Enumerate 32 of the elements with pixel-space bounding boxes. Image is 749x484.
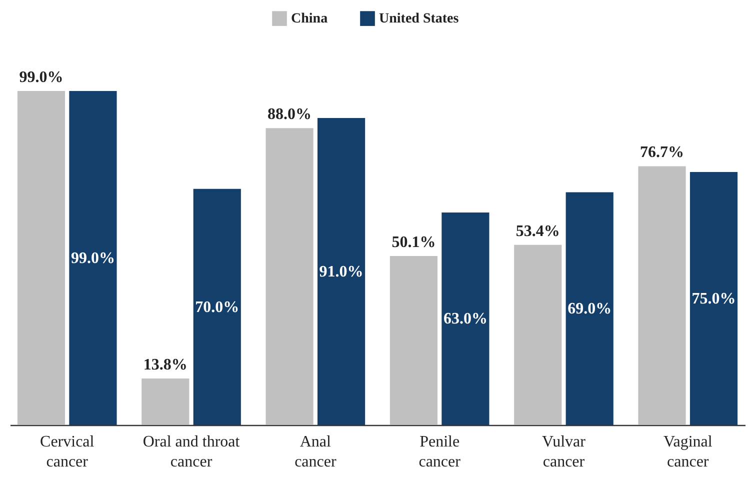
legend-label: China bbox=[291, 12, 328, 27]
bar bbox=[638, 166, 686, 425]
data-label: 88.0% bbox=[268, 106, 312, 124]
data-label: 13.8% bbox=[143, 356, 188, 374]
data-label: 76.7% bbox=[640, 144, 684, 162]
bar bbox=[317, 118, 366, 425]
x-tick-label: Cervical cancer bbox=[40, 434, 95, 470]
data-label: 99.0% bbox=[70, 250, 115, 267]
bar bbox=[442, 212, 490, 425]
bar bbox=[266, 128, 314, 425]
data-label: 91.0% bbox=[319, 263, 364, 280]
legend-label: United States bbox=[379, 12, 460, 27]
x-tick-label: Anal cancer bbox=[294, 434, 337, 470]
data-label: 75.0% bbox=[692, 290, 736, 308]
bar bbox=[690, 172, 738, 425]
bar bbox=[193, 188, 241, 425]
data-label: 53.4% bbox=[516, 222, 560, 240]
data-label: 50.1% bbox=[392, 234, 436, 251]
bar bbox=[17, 91, 66, 425]
x-tick-label: Penile cancer bbox=[418, 434, 462, 470]
data-label: 70.0% bbox=[195, 298, 240, 316]
x-tick-label: Vulvar cancer bbox=[542, 434, 586, 470]
x-tick-label: Vaginal cancer bbox=[663, 434, 713, 470]
bar bbox=[390, 256, 438, 425]
data-label: 69.0% bbox=[568, 300, 612, 318]
bar bbox=[514, 244, 562, 425]
bar bbox=[142, 378, 190, 425]
bar bbox=[566, 192, 614, 425]
data-label: 99.0% bbox=[19, 69, 64, 86]
data-label: 63.0% bbox=[443, 310, 488, 328]
x-tick-label: Oral and throat cancer bbox=[142, 434, 240, 470]
bar bbox=[69, 91, 117, 425]
